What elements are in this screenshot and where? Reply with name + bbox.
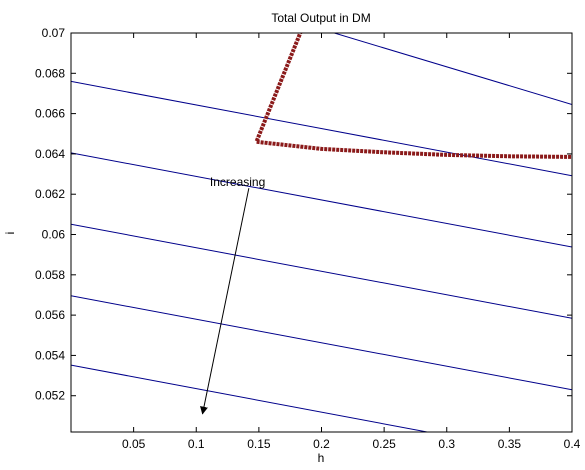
y-axis-label: i xyxy=(3,232,17,235)
y-axis: 0.052 0.054 0.056 0.058 0.06 0.062 0.064 0.066 0… xyxy=(35,26,572,403)
y-tick-label: 0.056 xyxy=(35,308,65,322)
contour-line-5 xyxy=(71,295,572,391)
increasing-arrow xyxy=(200,188,250,415)
contour-lines xyxy=(71,33,572,432)
y-tick-label: 0.06 xyxy=(42,228,66,242)
y-tick-label: 0.052 xyxy=(35,389,65,403)
y-tick-label: 0.058 xyxy=(35,268,65,282)
x-axis-label: h xyxy=(318,451,325,465)
chart-title: Total Output in DM xyxy=(271,11,370,25)
x-tick-label: 0.15 xyxy=(247,437,271,451)
y-tick-label: 0.07 xyxy=(42,26,66,40)
optimal-path xyxy=(253,33,572,159)
contour-line-2 xyxy=(71,80,572,177)
x-tick-label: 0.3 xyxy=(438,437,455,451)
x-tick-label: 0.1 xyxy=(188,437,205,451)
y-tick-label: 0.062 xyxy=(35,187,65,201)
x-tick-label: 0.35 xyxy=(498,437,522,451)
x-tick-label: 0.2 xyxy=(313,437,330,451)
x-tick-label: 0.25 xyxy=(372,437,396,451)
output-path-line xyxy=(253,33,572,159)
y-tick-label: 0.068 xyxy=(35,66,65,80)
x-tick-label: 0.4 xyxy=(564,437,581,451)
y-tick-label: 0.054 xyxy=(35,348,65,362)
contour-line-1 xyxy=(332,33,572,105)
y-tick-label: 0.066 xyxy=(35,107,65,121)
x-axis: 0.05 0.1 0.15 0.2 0.25 0.3 0.35 0.4 xyxy=(122,33,581,451)
y-tick-label: 0.064 xyxy=(35,147,65,161)
x-tick-label: 0.05 xyxy=(122,437,146,451)
contour-line-6 xyxy=(71,364,430,432)
contour-line-4 xyxy=(71,223,572,319)
annotation-increasing: Increasing xyxy=(210,175,265,189)
contour-line-3 xyxy=(71,152,572,248)
